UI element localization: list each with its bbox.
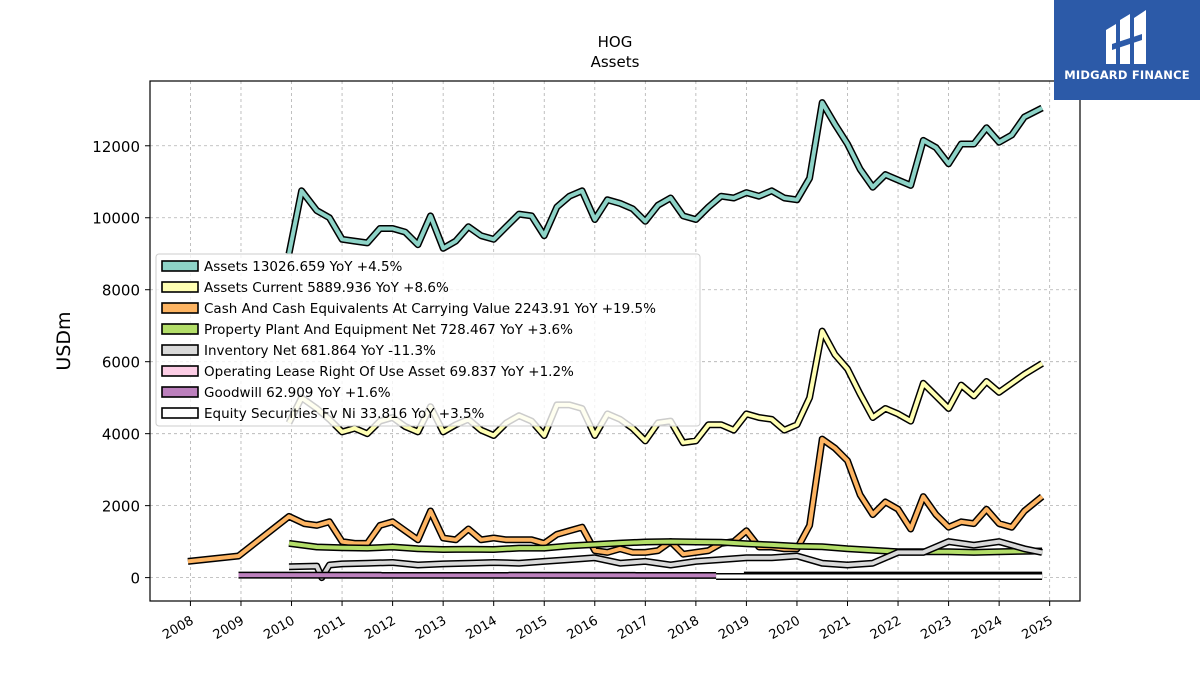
legend-swatch-5 xyxy=(161,365,199,377)
x-tick-label: 2014 xyxy=(464,613,500,643)
legend-swatch-2 xyxy=(161,302,199,314)
legend-entry-2: Cash And Cash Equivalents At Carrying Va… xyxy=(204,301,656,317)
x-tick-label: 2012 xyxy=(362,613,398,643)
x-tick-label: 2008 xyxy=(160,613,196,643)
x-tick-label: 2009 xyxy=(211,613,247,643)
legend-entry-3: Property Plant And Equipment Net 728.467… xyxy=(204,322,573,338)
x-tick-label: 2023 xyxy=(918,613,954,643)
legend-entry-7: Equity Securities Fv Ni 33.816 YoY +3.5% xyxy=(204,406,485,422)
x-tick-label: 2015 xyxy=(514,613,550,643)
y-tick-label: 8000 xyxy=(102,282,140,300)
legend-swatch-7 xyxy=(161,407,199,419)
brand-mark-icon xyxy=(1106,10,1146,64)
y-axis-label: USDm xyxy=(53,311,75,370)
y-tick-label: 4000 xyxy=(102,426,140,444)
legend-swatch-0 xyxy=(161,260,199,272)
x-tick-label: 2019 xyxy=(716,613,752,643)
x-tick-label: 2010 xyxy=(261,613,297,643)
y-tick-label: 10000 xyxy=(92,210,140,228)
x-tick-label: 2016 xyxy=(565,613,601,643)
legend-swatch-1 xyxy=(161,281,199,293)
legend-entry-1: Assets Current 5889.936 YoY +8.6% xyxy=(204,280,449,296)
x-tick-label: 2024 xyxy=(969,613,1005,643)
y-tick-label: 6000 xyxy=(102,354,140,372)
x-tick-label: 2022 xyxy=(868,613,904,643)
legend-entry-6: Goodwill 62.909 YoY +1.6% xyxy=(204,385,391,401)
series-line-2 xyxy=(187,437,1044,564)
brand-name: MIDGARD FINANCE xyxy=(1064,68,1190,82)
x-tick-label: 2025 xyxy=(1020,613,1056,643)
x-tick-label: 2018 xyxy=(666,613,702,643)
chart-subtitle: Assets xyxy=(591,53,640,71)
legend-entry-5: Operating Lease Right Of Use Asset 69.83… xyxy=(204,364,574,380)
legend-box xyxy=(155,253,701,427)
plot-frame xyxy=(149,80,1081,602)
brand-logo: MIDGARD FINANCE xyxy=(1054,0,1200,100)
legend-entry-0: Assets 13026.659 YoY +4.5% xyxy=(204,259,403,275)
legend: Assets 13026.659 YoY +4.5% Assets Current… xyxy=(155,253,701,427)
x-tick-label: 2021 xyxy=(817,613,853,643)
series-line-0 xyxy=(287,100,1044,255)
x-tick-label: 2013 xyxy=(413,613,449,643)
y-tick-label: 12000 xyxy=(92,138,140,156)
y-tick-label: 0 xyxy=(130,570,140,588)
x-tick-label: 2017 xyxy=(615,613,651,643)
legend-swatch-6 xyxy=(161,386,199,398)
legend-swatch-3 xyxy=(161,323,199,335)
series-line-4 xyxy=(288,539,1043,580)
x-tick-label: 2020 xyxy=(767,613,803,643)
x-tick-label: 2011 xyxy=(312,613,348,643)
y-tick-label: 2000 xyxy=(102,498,140,516)
legend-swatch-4 xyxy=(161,344,199,356)
chart-title: HOG xyxy=(598,33,633,51)
legend-entry-4: Inventory Net 681.864 YoY -11.3% xyxy=(204,343,436,359)
